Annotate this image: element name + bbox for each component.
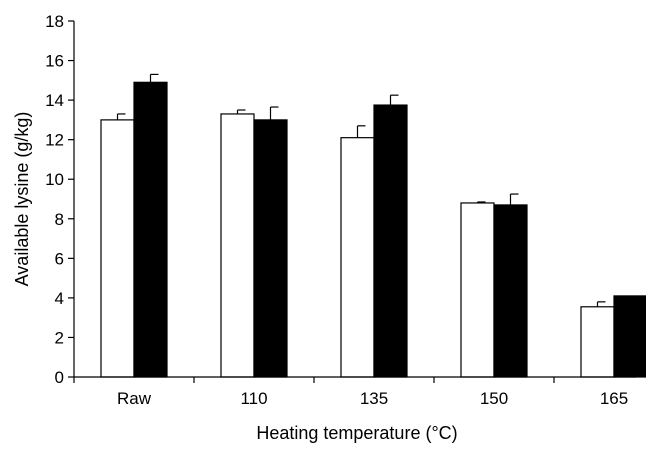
- bar-series-1: [580, 306, 615, 378]
- y-tick-label: 10: [45, 170, 64, 189]
- bar-series-1: [100, 119, 135, 378]
- bar-series-2: [613, 295, 646, 378]
- x-tick-label: Raw: [117, 389, 152, 408]
- bars-layer: [100, 81, 646, 378]
- y-tick-label: 4: [55, 289, 64, 308]
- bar-series-1: [220, 113, 255, 378]
- bar-series-2: [493, 204, 528, 378]
- bar-series-1: [460, 202, 495, 378]
- y-tick-label: 18: [45, 12, 64, 31]
- x-axis-title: Heating temperature (°C): [256, 423, 457, 443]
- x-tick-label: 135: [360, 389, 388, 408]
- axes-layer: [73, 21, 636, 378]
- x-tick-label: 165: [600, 389, 628, 408]
- bar-series-2: [253, 119, 288, 378]
- y-tick-label: 2: [55, 328, 64, 347]
- x-ticks-layer: Raw 110 135 150 165: [73, 377, 628, 408]
- y-tick-label: 16: [45, 52, 64, 71]
- y-ticks-layer: 0 2 4 6 8 10 12 14 16 18: [45, 12, 74, 387]
- y-tick-label: 0: [55, 368, 64, 387]
- error-bars-layer: [116, 73, 606, 307]
- bar-series-1: [340, 137, 375, 378]
- y-tick-label: 12: [45, 131, 64, 150]
- y-tick-label: 6: [55, 249, 64, 268]
- bar-series-2: [133, 81, 168, 378]
- x-tick-label: 110: [240, 389, 267, 408]
- y-axis-title: Available lysine (g/kg): [12, 112, 32, 287]
- y-tick-label: 8: [55, 210, 64, 229]
- y-tick-label: 14: [45, 91, 64, 110]
- bar-series-2: [373, 104, 408, 378]
- x-tick-label: 150: [480, 389, 508, 408]
